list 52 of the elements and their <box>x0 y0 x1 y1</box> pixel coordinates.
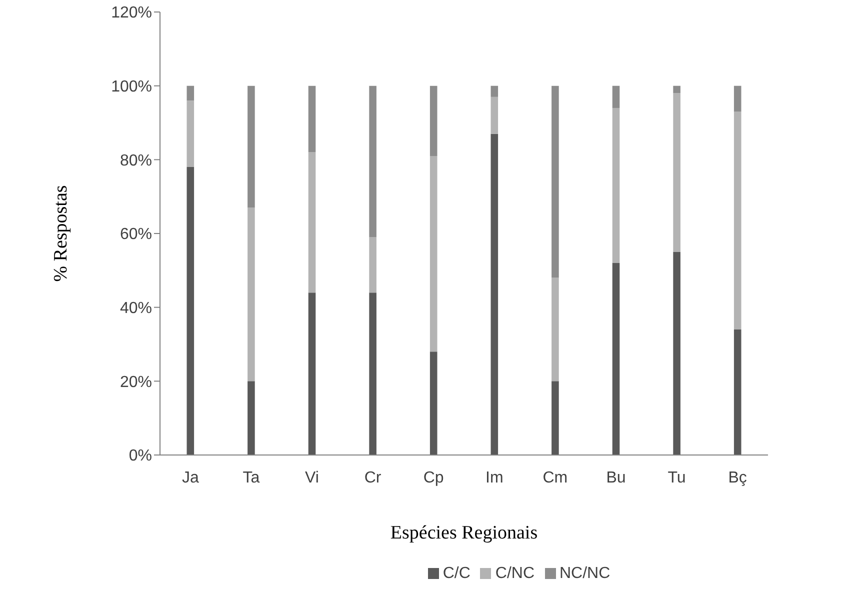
x-axis-title: Espécies Regionais <box>390 522 538 544</box>
bar <box>369 237 376 293</box>
bar <box>490 134 498 455</box>
bar <box>308 292 316 455</box>
bar <box>186 167 194 455</box>
bar <box>612 108 620 264</box>
bar <box>734 112 742 330</box>
bar <box>248 208 255 382</box>
x-tick-label: Bu <box>606 469 626 486</box>
y-tick-label: 120% <box>111 4 152 22</box>
bar <box>308 86 316 152</box>
bar <box>308 152 316 293</box>
bar <box>248 381 255 455</box>
x-tick-label: Ta <box>242 469 260 486</box>
bar <box>734 86 742 112</box>
y-tick-label: 0% <box>128 448 152 465</box>
bar <box>490 86 498 97</box>
x-tick-label: Cm <box>542 469 568 486</box>
x-tick-label: Vi <box>305 469 319 486</box>
bar <box>369 292 376 455</box>
bar <box>552 278 559 382</box>
x-tick-label: Im <box>486 469 504 486</box>
bar <box>552 86 559 278</box>
bar <box>490 96 498 134</box>
bar <box>430 156 438 352</box>
bar <box>673 93 680 252</box>
bar <box>673 86 680 94</box>
y-tick-label: 100% <box>111 78 152 96</box>
y-tick-label: 40% <box>120 300 152 318</box>
y-tick-label: 60% <box>120 226 152 244</box>
bar <box>430 86 438 156</box>
legend-label: C/NC <box>495 565 534 582</box>
x-tick-label: Tu <box>668 469 686 486</box>
bar <box>552 381 559 455</box>
legend-label: NC/NC <box>560 565 610 582</box>
bar <box>734 329 742 455</box>
bar <box>430 352 438 455</box>
bar <box>612 86 620 108</box>
bar <box>186 100 194 168</box>
bar <box>186 86 194 101</box>
bar <box>612 263 620 455</box>
x-tick-label: Ja <box>182 469 199 486</box>
y-axis-title: % Respostas <box>50 185 72 282</box>
y-tick-label: 20% <box>120 374 152 391</box>
x-tick-label: Cp <box>423 469 444 486</box>
legend-label: C/C <box>442 565 470 582</box>
bar <box>369 86 376 238</box>
bar <box>673 252 680 455</box>
y-tick-label: 80% <box>120 152 152 170</box>
x-tick-label: Bç <box>728 469 747 486</box>
bar <box>248 86 255 208</box>
x-tick-label: Cr <box>364 469 382 486</box>
